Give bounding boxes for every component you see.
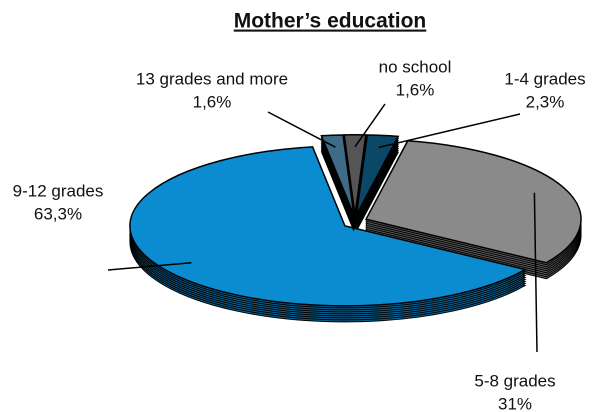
slice-value-label: 2,3% xyxy=(526,92,565,111)
chart-title: Mother’s education xyxy=(234,10,427,33)
slice-value-label: 1,6% xyxy=(396,80,435,99)
leader-line xyxy=(533,192,538,353)
slice-top xyxy=(129,146,528,307)
slice-value-label: 31% xyxy=(498,394,532,412)
slice-top xyxy=(343,134,367,215)
slice xyxy=(320,134,355,232)
slice-label: no school xyxy=(379,57,452,76)
leader-line xyxy=(267,111,336,148)
slice-label: 13 grades and more xyxy=(136,69,288,88)
slice xyxy=(129,146,528,323)
slice-label: 9-12 grades xyxy=(13,181,104,200)
slice-top xyxy=(364,139,582,264)
slice-label: 5-8 grades xyxy=(474,371,555,390)
leader-line xyxy=(354,103,386,148)
leader-line xyxy=(378,113,521,149)
slice-label: 1-4 grades xyxy=(504,69,585,88)
slice-top xyxy=(355,134,400,216)
slice-top xyxy=(320,134,355,216)
slice xyxy=(355,134,400,232)
leader-line xyxy=(107,262,192,271)
slice-value-label: 1,6% xyxy=(193,92,232,111)
slice xyxy=(364,139,582,280)
slice-value-label: 63,3% xyxy=(34,204,82,223)
